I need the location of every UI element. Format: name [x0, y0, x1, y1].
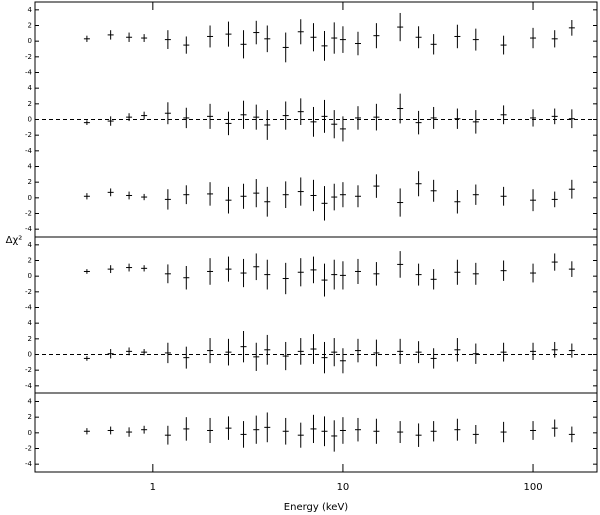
- y-tick-label: -2: [25, 288, 32, 296]
- y-tick-label: 2: [28, 22, 32, 30]
- y-tick-label: 2: [28, 257, 32, 265]
- y-tick-label: -2: [25, 53, 32, 61]
- y-tick-label: 2: [28, 100, 32, 108]
- y-tick-label: -4: [25, 147, 33, 155]
- y-tick-label: -4: [25, 304, 33, 312]
- y-tick-label: -4: [25, 460, 33, 468]
- y-tick-label: 4: [28, 84, 33, 92]
- x-axis-label: Energy (keV): [284, 502, 349, 513]
- y-tick-label: 4: [28, 319, 33, 327]
- y-tick-label: -4: [25, 382, 33, 390]
- y-tick-label: 0: [28, 429, 32, 437]
- y-tick-label: -4: [25, 225, 33, 233]
- y-tick-label: 4: [28, 241, 33, 249]
- y-tick-label: 4: [28, 163, 33, 171]
- y-tick-label: 0: [28, 37, 32, 45]
- y-tick-label: 0: [28, 272, 32, 280]
- y-axis-label: Δχ²: [6, 235, 23, 246]
- y-tick-label: 4: [28, 6, 33, 14]
- x-tick-label: 10: [337, 482, 350, 493]
- y-tick-label: 2: [28, 178, 32, 186]
- y-tick-label: -2: [25, 210, 32, 218]
- x-tick-label: 1: [150, 482, 156, 493]
- y-tick-label: 0: [28, 116, 32, 124]
- y-tick-label: 4: [28, 398, 33, 406]
- y-tick-label: -2: [25, 445, 32, 453]
- y-tick-label: -4: [25, 69, 33, 77]
- y-tick-label: -2: [25, 366, 32, 374]
- y-tick-label: -2: [25, 131, 32, 139]
- y-tick-label: 0: [28, 351, 32, 359]
- y-tick-label: 2: [28, 413, 32, 421]
- x-tick-label: 100: [523, 482, 542, 493]
- y-tick-label: 2: [28, 335, 32, 343]
- y-tick-label: 0: [28, 194, 32, 202]
